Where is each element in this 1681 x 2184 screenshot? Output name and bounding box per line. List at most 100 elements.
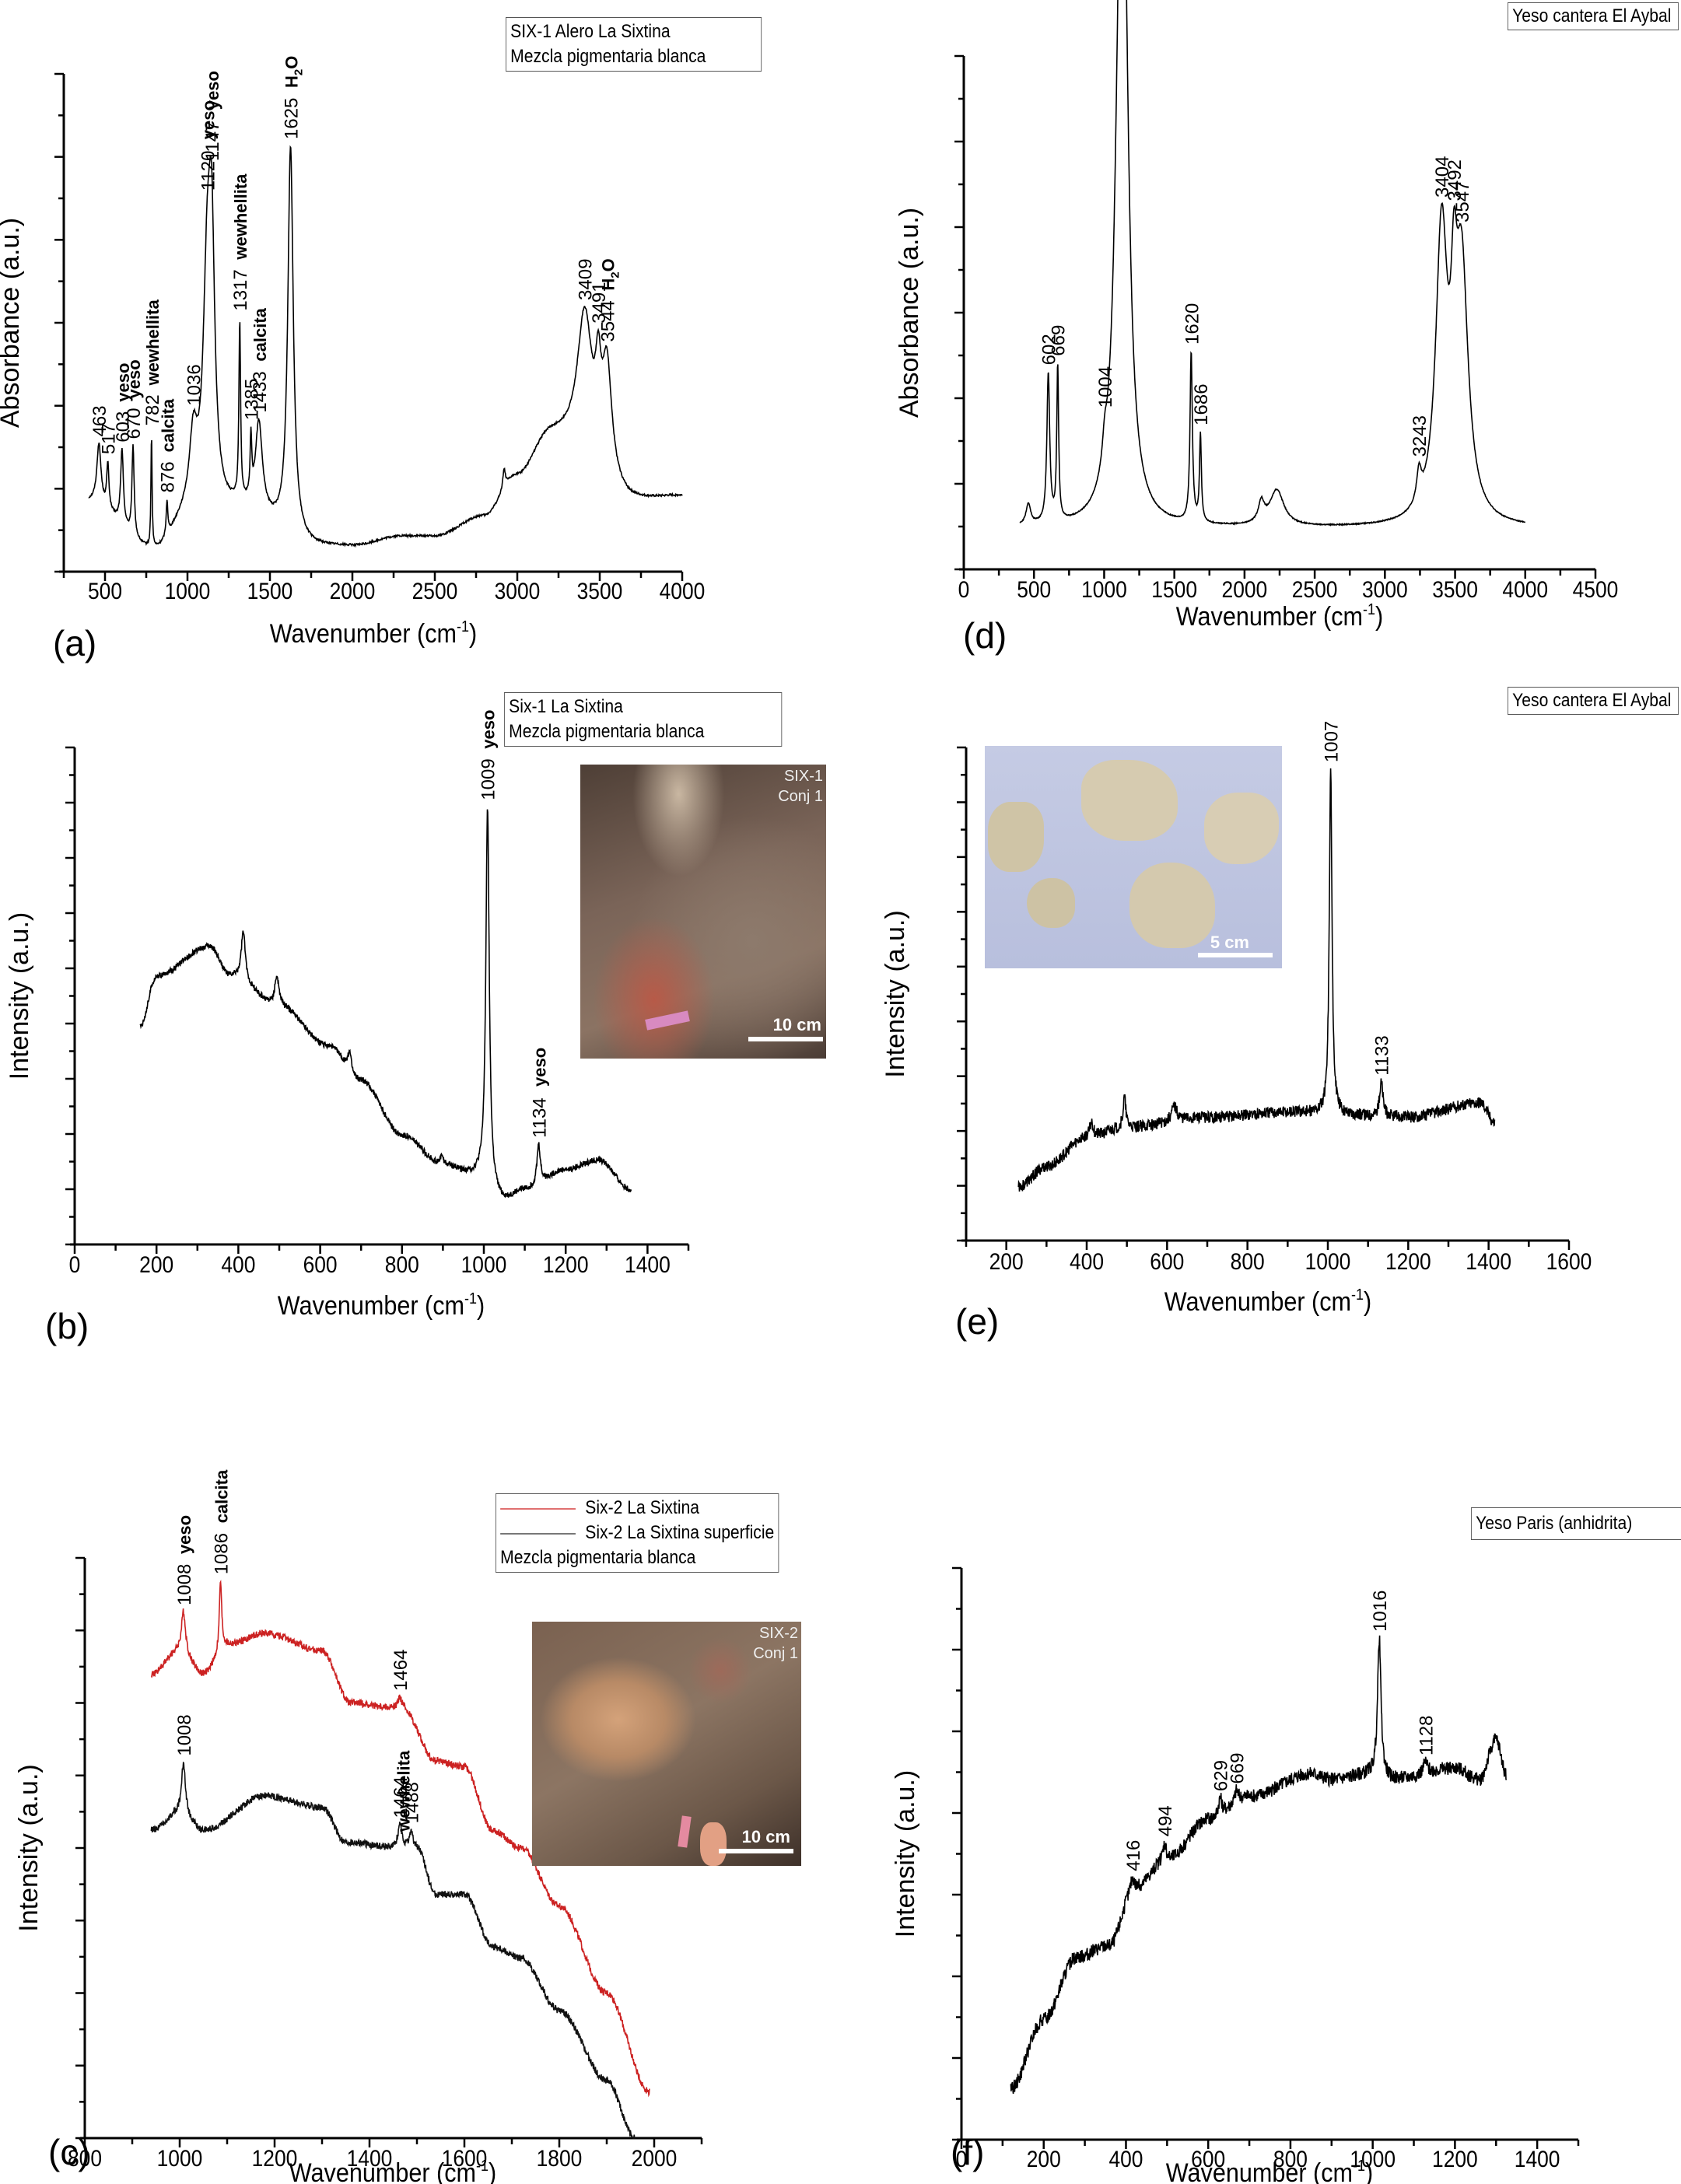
peak-label: 782 bbox=[142, 394, 163, 425]
x-tick-label: 1000 bbox=[1305, 1248, 1351, 1274]
peak-label: 1433 bbox=[250, 371, 271, 412]
peak-label: 1686 bbox=[1191, 383, 1212, 425]
spectrum-line-six-2-la-sixtina bbox=[150, 1580, 650, 2098]
peak-label: 1464 bbox=[390, 1776, 411, 1818]
chart-a: 500 1000 1500 2000 2500 3000 3500 4000 Wavenumbe… bbox=[0, 56, 705, 649]
peak-label: 1120 bbox=[198, 151, 219, 191]
x-tick-label: 1200 bbox=[1385, 1248, 1431, 1274]
x-tick-label: 1200 bbox=[252, 2144, 298, 2171]
chart-e: 200 400 600 800 1000 1200 1400 1600 Wavenumber (… bbox=[881, 721, 1592, 1317]
peak-label: 416 bbox=[1123, 1840, 1144, 1871]
gypsum-sample-2 bbox=[1081, 760, 1178, 841]
photo-six2-tag: SIX-2 Conj 1 bbox=[753, 1623, 798, 1664]
peak-assignment-label: yeso bbox=[479, 710, 499, 749]
x-tick-label: 1000 bbox=[1081, 576, 1127, 602]
peak-label: 1128 bbox=[1416, 1715, 1437, 1755]
gypsum-sample-4 bbox=[1027, 878, 1075, 928]
x-tick-label: 1000 bbox=[461, 1251, 507, 1277]
x-axis-label: Wavenumber (cm-1) bbox=[270, 618, 477, 648]
x-tick-label: 3500 bbox=[1432, 576, 1478, 602]
y-axis-label: Intensity (a.u.) bbox=[891, 1770, 920, 1937]
scale-bar-b bbox=[748, 1037, 823, 1041]
x-tick-label: 1800 bbox=[537, 2144, 583, 2171]
peak-label: 3409 bbox=[576, 259, 597, 300]
peak-assignment-label: yeso bbox=[114, 363, 133, 402]
x-tick-label: 4500 bbox=[1573, 576, 1619, 602]
y-axis-label: Absorbance (a.u.) bbox=[0, 218, 25, 428]
peak-label: 1086 bbox=[211, 1533, 232, 1574]
photo-six2-tag-line2: Conj 1 bbox=[753, 1645, 798, 1662]
peak-assignment-label: H2O bbox=[598, 258, 622, 290]
x-axis-label: Wavenumber (cm-1) bbox=[278, 1290, 485, 1320]
peak-label: 602 bbox=[1039, 334, 1060, 365]
x-axis-label-sup: -1 bbox=[1351, 1286, 1364, 1304]
peak-label: 517 bbox=[99, 423, 120, 454]
x-tick-label: 0 bbox=[69, 1251, 81, 1277]
legend-a-line2: Mezcla pigmentaria blanca bbox=[510, 46, 706, 67]
chart-d: 0 500 1000 1500 2000 2500 3000 3500 4000 4500 Wave… bbox=[895, 0, 1618, 631]
legend-c: Six-2 La Sixtina Six-2 La Sixtina superf… bbox=[496, 1493, 779, 1573]
legend-b-line1: Six-1 La Sixtina bbox=[509, 696, 623, 717]
x-tick-label: 1400 bbox=[347, 2144, 393, 2171]
gypsum-sample-3 bbox=[1204, 793, 1279, 864]
x-axis-label-sup: -1 bbox=[1353, 2158, 1365, 2175]
spectrum-line-six-1 bbox=[139, 809, 632, 1199]
x-tick-label: 1200 bbox=[1432, 2145, 1478, 2172]
x-tick-label: 3000 bbox=[1362, 576, 1408, 602]
scale-bar-e bbox=[1198, 953, 1273, 957]
subscript: 2 bbox=[292, 69, 306, 75]
peak-label: 3243 bbox=[1410, 415, 1431, 457]
x-tick-label: 2500 bbox=[1292, 576, 1338, 602]
subscript-rest: O bbox=[598, 258, 618, 271]
y-axis-label: Intensity (a.u.) bbox=[5, 912, 34, 1080]
legend-c-item-red: Six-2 La Sixtina bbox=[500, 1496, 774, 1521]
peak-assignment-label: wewhelita bbox=[394, 1750, 414, 1832]
x-tick-label: 200 bbox=[1027, 2145, 1061, 2172]
x-tick-label: 600 bbox=[303, 1251, 338, 1277]
scale-label-e: 5 cm bbox=[1210, 933, 1249, 952]
x-axis-label-sup: -1 bbox=[476, 2158, 489, 2175]
peak-label: 1385 bbox=[242, 379, 263, 420]
x-tick-label: 800 bbox=[385, 1251, 419, 1277]
peak-label: 629 bbox=[1211, 1760, 1232, 1791]
x-axis-label: Wavenumber (cm-1) bbox=[1176, 601, 1383, 631]
spectrum-line-yeso bbox=[1017, 768, 1496, 1192]
peak-assignment-label: calcita bbox=[250, 307, 270, 361]
x-tick-label: 1400 bbox=[1515, 2145, 1560, 2172]
legend-swatch-red bbox=[500, 1507, 576, 1510]
x-tick-label: 3500 bbox=[577, 577, 623, 604]
x-axis-label-sup: -1 bbox=[457, 618, 469, 635]
peak-label: 1488 bbox=[402, 1782, 423, 1823]
gypsum-sample-1 bbox=[988, 802, 1044, 872]
hand-image bbox=[700, 1822, 727, 1866]
legend-c-label-2: Six-2 La Sixtina superficie bbox=[585, 1522, 775, 1543]
photo-six2-tag-line1: SIX-2 bbox=[758, 1625, 798, 1642]
x-tick-label: 4000 bbox=[660, 577, 706, 604]
peak-label: 3547 bbox=[1452, 181, 1473, 222]
x-tick-label: 1500 bbox=[1151, 576, 1197, 602]
peak-assignment-label: yeso bbox=[175, 1515, 194, 1554]
legend-f-line1: Yeso Paris (anhidrita) bbox=[1476, 1513, 1633, 1534]
panel-label-e: (e) bbox=[955, 1301, 1000, 1342]
x-tick-label: 1000 bbox=[165, 577, 211, 604]
x-axis-label-close: ) bbox=[1365, 2158, 1373, 2184]
peak-label: 876 bbox=[158, 461, 179, 492]
peak-label: 1620 bbox=[1182, 303, 1203, 345]
legend-c-item-black: Six-2 La Sixtina superficie bbox=[500, 1521, 774, 1545]
x-tick-label: 1600 bbox=[1546, 1248, 1592, 1274]
subscript: 2 bbox=[608, 271, 622, 278]
legend-a-line1: SIX-1 Alero La Sixtina bbox=[510, 21, 671, 42]
x-tick-label: 4000 bbox=[1502, 576, 1548, 602]
peak-label: 670 bbox=[124, 408, 145, 439]
peak-label: 669 bbox=[1227, 1753, 1248, 1784]
photo-six1-tag: SIX-1 Conj 1 bbox=[778, 766, 823, 807]
legend-a: SIX-1 Alero La Sixtina Mezcla pigmentari… bbox=[506, 17, 762, 72]
peak-assignment-label: calcita bbox=[159, 398, 178, 452]
arrow-marker-icon bbox=[645, 1010, 690, 1031]
chart-f: 0 200 400 600 800 1000 1200 1400 Wavenumber (cm-… bbox=[891, 1566, 1580, 2184]
spectrum-line-six-2-la-sixtina-superficie bbox=[150, 1761, 636, 2139]
legend-b-line2: Mezcla pigmentaria blanca bbox=[509, 721, 705, 742]
x-axis-label-close: ) bbox=[477, 1291, 485, 1321]
legend-f: Yeso Paris (anhidrita) bbox=[1471, 1507, 1681, 1540]
y-axis-label: Intensity (a.u.) bbox=[14, 1764, 44, 1931]
